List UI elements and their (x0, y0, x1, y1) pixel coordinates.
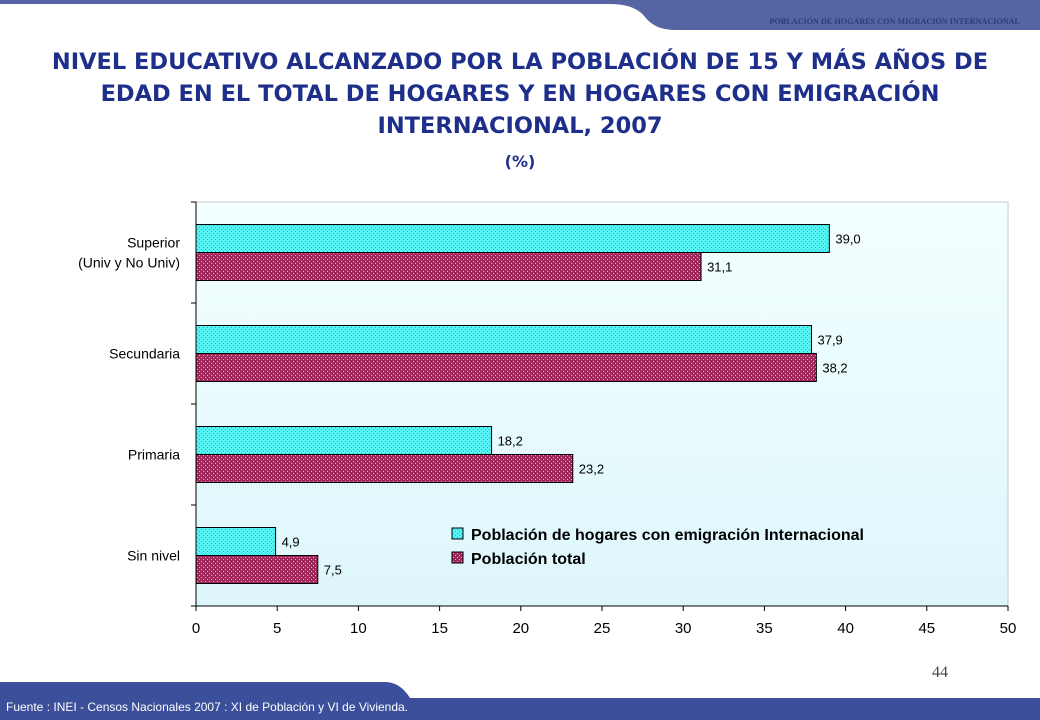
x-tick-label: 25 (594, 620, 611, 637)
header-band (0, 0, 1040, 40)
data-label: 23,2 (579, 462, 604, 477)
bar (195, 325, 812, 354)
bar (195, 454, 574, 483)
chart-subtitle: (%) (504, 152, 536, 171)
x-tick-label: 30 (675, 620, 692, 637)
category-label: (Univ y No Univ) (78, 255, 180, 271)
footer-band (0, 682, 1040, 720)
bar (195, 426, 493, 455)
x-tick-label: 40 (837, 620, 854, 637)
x-tick-label: 10 (350, 620, 367, 637)
bar (195, 252, 702, 281)
legend-label: Población total (471, 551, 586, 568)
bar (195, 224, 830, 253)
source-note: Fuente : INEI - Censos Nacionales 2007 :… (6, 700, 409, 714)
category-label: Secundaria (109, 346, 180, 362)
running-header: POBLACIÓN DE HOGARES CON MIGRACIÓN INTER… (769, 17, 1020, 26)
data-label: 4,9 (282, 535, 300, 550)
x-tick-label: 15 (431, 620, 448, 637)
legend-label: Población de hogares con emigración Inte… (471, 527, 864, 544)
x-tick-label: 35 (756, 620, 773, 637)
x-tick-label: 5 (273, 620, 281, 637)
chart-title: NIVEL EDUCATIVO ALCANZADO POR LA POBLACI… (51, 49, 989, 139)
data-label: 38,2 (822, 361, 847, 376)
data-label: 31,1 (707, 260, 732, 275)
x-tick-label: 45 (918, 620, 935, 637)
bar (195, 527, 277, 556)
category-label: Primaria (128, 447, 180, 463)
bar (195, 555, 319, 584)
bar (195, 353, 817, 382)
category-label: Superior (127, 235, 180, 251)
data-label: 39,0 (835, 232, 860, 247)
legend-swatch (451, 551, 464, 564)
data-label: 18,2 (498, 434, 523, 449)
page-number: 44 (932, 664, 948, 681)
x-tick-label: 50 (1000, 620, 1017, 637)
category-label: Sin nivel (127, 548, 180, 564)
x-tick-label: 20 (512, 620, 529, 637)
data-label: 7,5 (324, 563, 342, 578)
data-label: 37,9 (817, 333, 842, 348)
legend-swatch (451, 527, 464, 540)
x-tick-label: 0 (192, 620, 200, 637)
